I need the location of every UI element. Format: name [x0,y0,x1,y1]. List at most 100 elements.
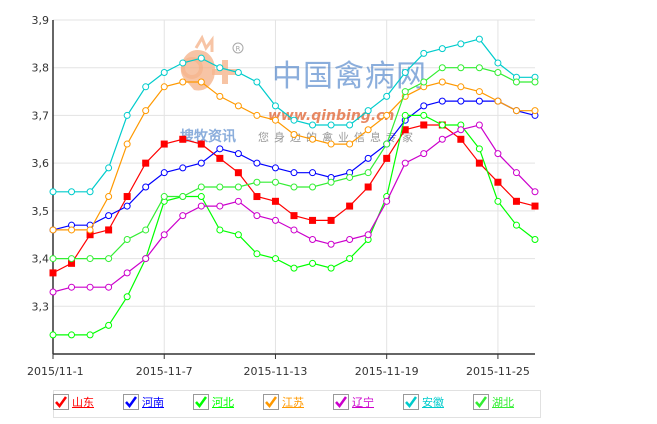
data-point [309,235,317,243]
data-point [383,154,391,162]
data-point [346,202,354,210]
data-point [271,116,279,124]
data-point [401,159,409,167]
legend-check-icon[interactable] [53,394,69,410]
data-point [475,88,483,96]
data-point [271,164,279,172]
data-point [494,197,502,205]
legend-item[interactable]: 安徽 [403,390,473,414]
legend-label[interactable]: 安徽 [422,396,444,409]
data-point [512,169,520,177]
data-point [494,59,502,67]
legend-item[interactable]: 河北 [193,390,263,414]
data-point [438,78,446,86]
data-point [512,221,520,229]
axes: 3,3 3,4 3,5 3,6 3,7 3,8 3,9 2015/11-1 2015-11-7 2… [27,14,535,378]
legend-item[interactable]: 湖北 [473,390,543,414]
line-chart: R 中国禽病网 www.qinbing.cn 搜牧资讯 您身边的禽业信息专家 3… [27,14,539,378]
data-point [49,288,57,296]
data-point [420,49,428,57]
data-point [401,126,409,134]
data-point [123,202,131,210]
data-point [234,150,242,158]
data-point [364,154,372,162]
legend-label[interactable]: 湖北 [492,396,514,409]
data-point [531,202,539,210]
data-point [420,102,428,110]
data-point [179,164,187,172]
legend-check-icon[interactable] [123,394,139,410]
data-point [309,169,317,177]
data-point [457,64,465,72]
legend-check-icon[interactable] [193,394,209,410]
data-point [86,188,94,196]
data-point [123,269,131,277]
data-point [216,226,224,234]
series-5 [49,35,539,196]
data-point [457,83,465,91]
legend-check-icon[interactable] [333,394,349,410]
data-point [346,235,354,243]
data-point [364,231,372,239]
data-point [512,107,520,115]
data-point [494,178,502,186]
legend-check-icon[interactable] [263,394,279,410]
data-point [197,140,205,148]
data-point [383,92,391,100]
data-point [105,212,113,220]
legend-label[interactable]: 河北 [212,396,234,409]
data-point [383,111,391,119]
x-tick-label: 2015-11-7 [136,365,193,378]
data-point [420,78,428,86]
legend-item[interactable]: 江苏 [263,390,333,414]
data-point [123,140,131,148]
data-point [512,197,520,205]
data-point [531,107,539,115]
data-point [179,193,187,201]
series-0 [49,121,539,277]
y-tick-label: 3,9 [32,14,50,27]
data-point [142,159,150,167]
data-point [531,235,539,243]
legend-label[interactable]: 辽宁 [352,396,374,409]
data-point [179,78,187,86]
legend-item[interactable]: 河南 [123,390,193,414]
data-point [160,68,168,76]
legend-label[interactable]: 河南 [142,396,164,409]
data-point [475,35,483,43]
data-point [309,121,317,129]
data-point [364,107,372,115]
data-point [197,78,205,86]
data-point [234,102,242,110]
data-point [216,183,224,191]
legend-label[interactable]: 山东 [72,396,94,409]
data-point [142,107,150,115]
data-point [197,202,205,210]
data-point [309,183,317,191]
data-point [346,173,354,181]
data-point [142,83,150,91]
data-point [327,216,335,224]
x-tick-label: 2015/11-1 [27,365,84,378]
data-point [475,64,483,72]
data-point [179,135,187,143]
data-point [290,169,298,177]
legend-item[interactable]: 辽宁 [333,390,403,414]
data-point [271,178,279,186]
data-point [401,111,409,119]
x-tick-label: 2015-11-19 [355,365,419,378]
data-point [438,45,446,53]
data-point [290,264,298,272]
legend-check-icon[interactable] [473,394,489,410]
data-point [438,135,446,143]
data-point [253,193,261,201]
legend-label[interactable]: 江苏 [282,396,304,409]
data-point [346,255,354,263]
data-point [142,255,150,263]
data-point [160,193,168,201]
data-point [253,159,261,167]
data-point [216,145,224,153]
legend-item[interactable]: 山东 [53,390,123,414]
legend-check-icon[interactable] [403,394,419,410]
data-point [290,183,298,191]
